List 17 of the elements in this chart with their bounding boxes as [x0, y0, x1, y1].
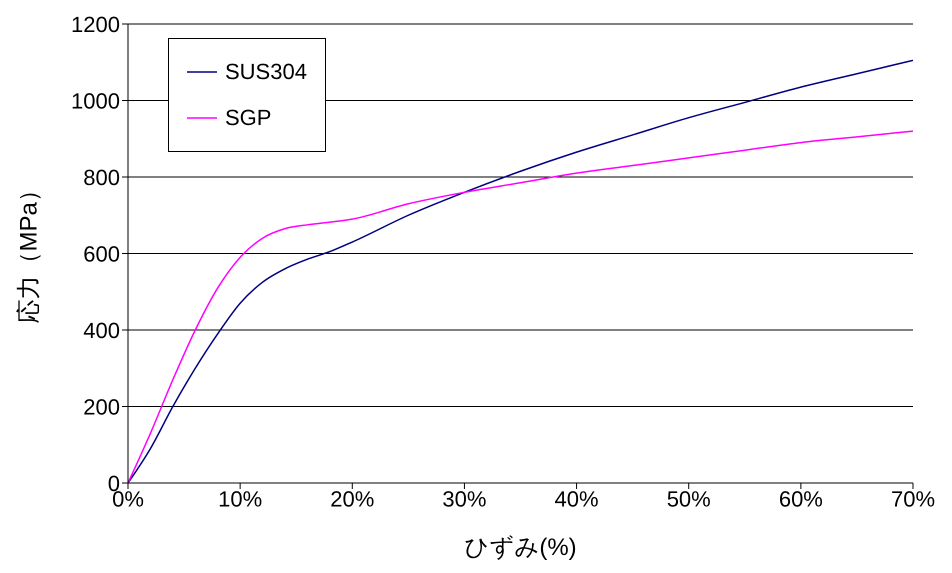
y-tick-label: 1200: [71, 12, 120, 37]
y-tick-label: 400: [83, 318, 120, 343]
y-tick-label: 200: [83, 394, 120, 420]
x-tick-label: 10%: [218, 486, 262, 512]
y-axis-title: 応力（MPa）: [16, 178, 43, 324]
y-tick-label: 800: [83, 164, 120, 190]
x-tick-label: 70%: [890, 486, 936, 512]
x-axis-title: ひずみ(%): [464, 534, 577, 561]
legend-label: SUS304: [225, 59, 307, 85]
x-tick-label: 60%: [778, 486, 823, 512]
x-tick-label: 30%: [442, 486, 486, 512]
y-tick-label: 1000: [71, 88, 120, 114]
x-tick-label: 20%: [330, 486, 374, 512]
legend-label: SGP: [225, 105, 272, 131]
x-tick-label: 50%: [666, 486, 711, 512]
x-tick-label: 40%: [554, 486, 599, 512]
y-tick-label: 600: [83, 241, 120, 266]
